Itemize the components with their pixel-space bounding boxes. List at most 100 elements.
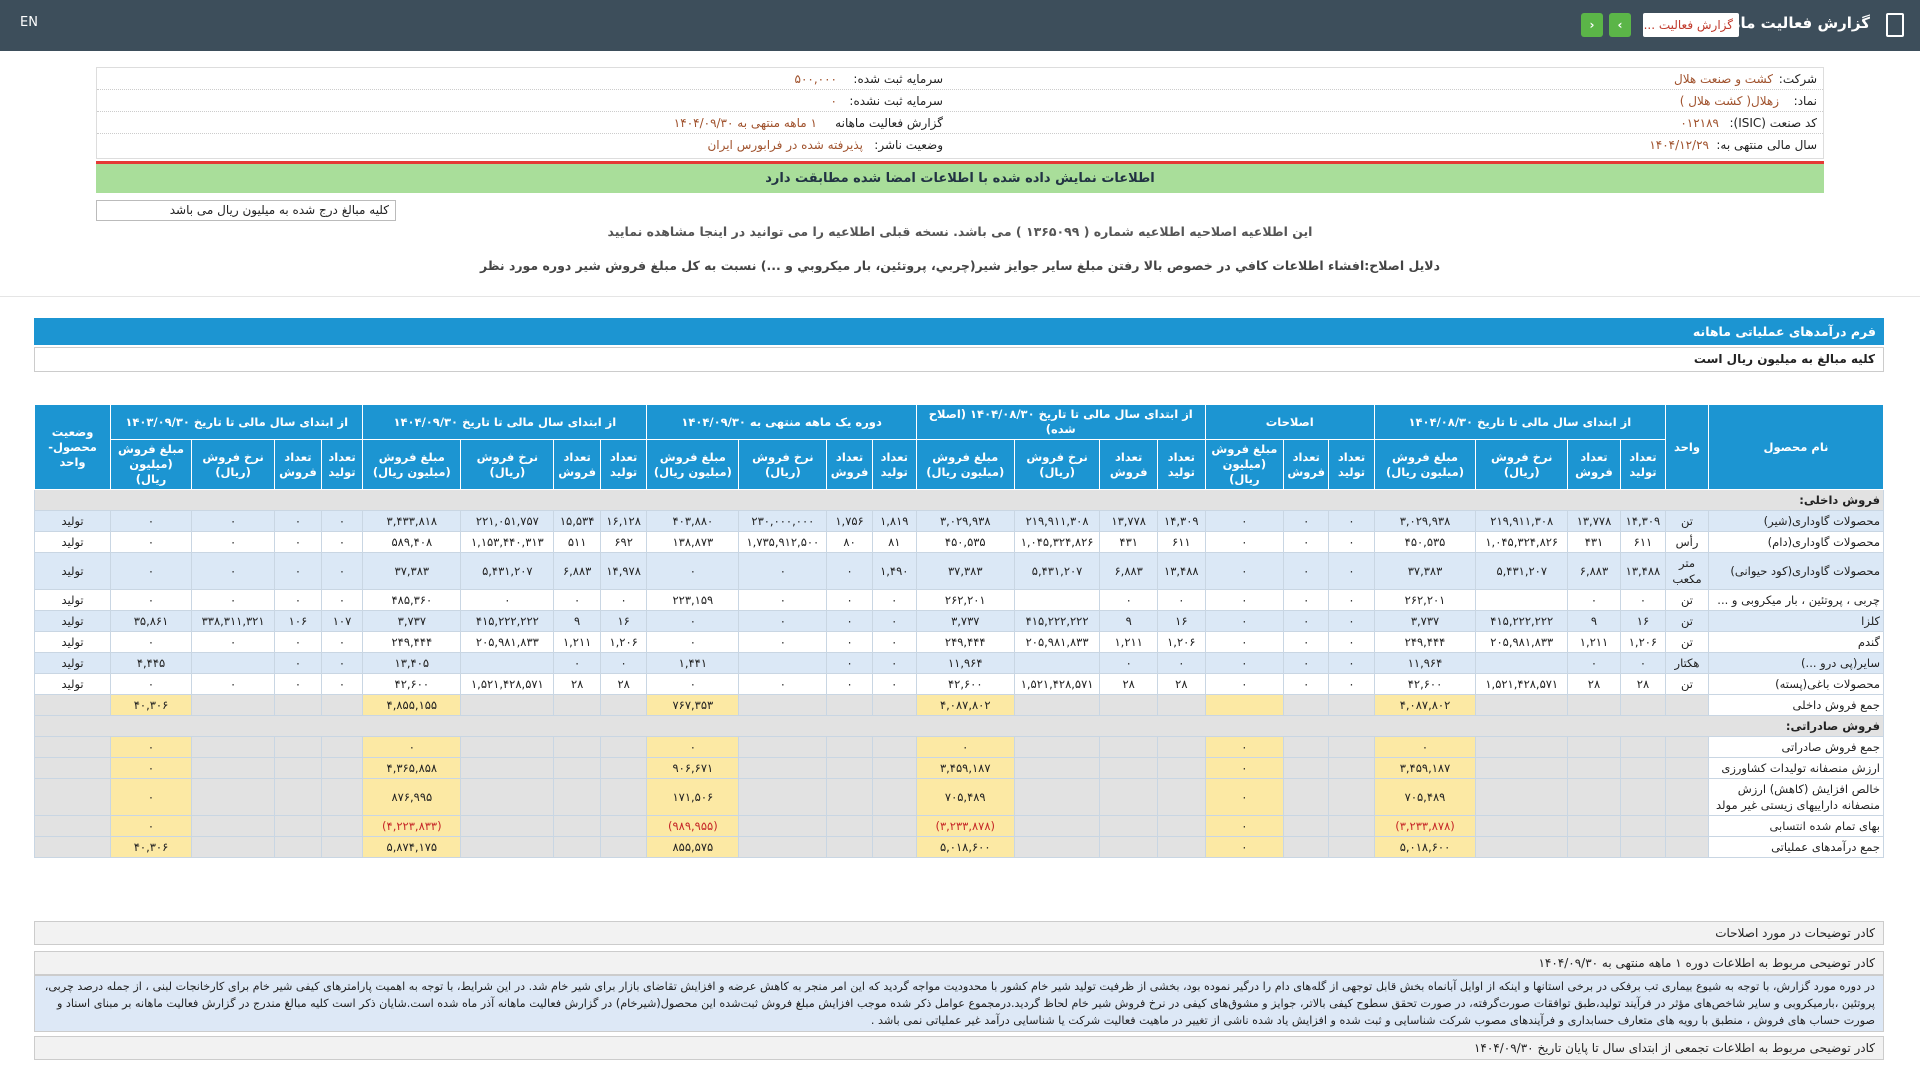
value-cell: ۰ [190,531,276,553]
status-cell: تولید [33,589,112,611]
header-row: تعداد تولید تعداد فروش نرخ فروش (ریال) مبلغ… [35,439,1884,490]
value-cell: ۵۸۹,۴۰۸ [362,531,462,553]
product-row: محصولات گاوداری(شیر) تن ۱۴,۳۰۹ ۱۳,۷۷۸ ۲۱۹,۹۱… [33,510,1885,532]
unit-cell [1665,778,1709,816]
value-cell: ۰ [826,652,873,674]
value-cell: ۱۳,۴۸۸ [1156,552,1206,590]
value-cell: ۴,۴۴۵ [110,652,192,674]
value-cell: ۳,۰۲۹,۹۳۸ [1373,510,1477,532]
value-cell: ۲۱۹,۹۱۱,۳۰۸ [1475,510,1569,532]
value-cell: ۴۱۵,۲۲۲,۲۲۲ [460,610,555,632]
value-cell: ۱,۰۴۵,۳۲۴,۸۲۶ [1475,531,1569,553]
empty-cell [599,778,648,816]
value-cell: ۰ [320,673,364,695]
empty-cell [320,778,364,816]
value-cell: ۰ [190,673,276,695]
prev-button[interactable]: ‹ [1581,13,1603,37]
value-cell: ۲۰۵,۹۸۱,۸۳۳ [1475,631,1569,653]
value-cell: ۳,۷۳۷ [362,610,462,632]
previous-version-link[interactable]: اینجا [699,224,728,239]
value-cell: ۱۳,۷۷۸ [1567,510,1621,532]
amount-cell: ۵,۰۱۸,۶۰۰ [915,836,1015,858]
report-dropdown[interactable]: گزارش فعالیت ... [1643,13,1739,37]
amount-cell: ۰ [1204,836,1285,858]
value-cell: ۰ [826,589,873,611]
value-cell: ۰ [1328,673,1375,695]
value-cell: ۲۸ [553,673,601,695]
empty-cell [1099,778,1158,816]
value-cell: ۰ [274,510,322,532]
empty-cell [460,736,555,758]
status-cell [33,836,112,858]
product-row: محصولات باغی(پسته) تن ۲۸ ۲۸ ۱,۵۲۱,۴۲۸,۵۷۱ ۴۲,… [33,673,1885,695]
column-header: مبلغ فروش (میلیون ریال) [110,439,192,490]
empty-cell [274,694,322,716]
info-row: نماد: زهلال( کشت هلال ) سرمایه ثبت نشده:… [97,90,1823,112]
value-cell: ۰ [599,589,648,611]
empty-cell [1475,836,1569,858]
value-cell: ۱۴,۳۰۹ [1619,510,1667,532]
value-cell [190,652,276,674]
empty-cell [1013,815,1101,837]
empty-cell [553,815,601,837]
value-cell: ۰ [646,610,740,632]
language-toggle[interactable]: EN [20,15,38,30]
product-name: محصولات گاوداری(شیر) [1707,510,1885,532]
product-row: سایر(پی درو ...) هکتار ۰ ۰ ۱۱,۹۶۴ ۰ ۰ ۰ ۰ ۰ ۱۱,۹۶۴… [33,652,1885,674]
empty-cell [738,836,828,858]
value-cell: ۴۵۰,۵۳۵ [1373,531,1477,553]
value-cell: ۰ [1099,589,1158,611]
status-cell [33,778,112,816]
correction-reason: دلایل اصلاح:افشاء اطلاعات کافي در خصوص ب… [479,258,1441,273]
value-cell: ۰ [1567,652,1621,674]
empty-cell [553,836,601,858]
value-cell: ۲۲۱,۰۵۱,۷۵۷ [460,510,555,532]
value-cell: ۱۰۷ [320,610,364,632]
empty-cell [274,757,322,779]
empty-cell [553,736,601,758]
value-cell: ۳,۰۲۹,۹۳۸ [915,510,1015,532]
column-header: تعداد فروش [1283,439,1330,490]
empty-cell [320,736,364,758]
section-row: فروش صادراتی: [34,715,1884,737]
info-label: سرمایه ثبت نشده: [849,94,943,108]
empty-cell [599,736,648,758]
value-cell: ۳,۷۳۷ [1373,610,1477,632]
value-cell: ۰ [320,631,364,653]
product-row: کلزا تن ۱۶ ۹ ۴۱۵,۲۲۲,۲۲۲ ۳,۷۳۷ ۰ ۰ ۰ ۱۶ ۹ ۴۱۵,۲۲۲,۲… [33,610,1885,632]
notes-monthly-text: در دوره مورد گزارش، با توجه به شیوع بیما… [34,975,1884,1032]
column-header: تعداد تولید [1156,439,1206,490]
empty-cell [871,736,917,758]
empty-cell [1619,757,1667,779]
section-heading: فروش داخلی: [34,489,1884,511]
value-cell: ۴۳۱ [1567,531,1621,553]
empty-cell [871,836,917,858]
value-cell: ۵,۴۳۱,۲۰۷ [460,552,555,590]
empty-cell [553,757,601,779]
value-cell: ۰ [1283,589,1330,611]
product-row: چربی ، پروتئین ، بار میکروبی و ... تن ۰ ۰ ۲۶… [33,589,1885,611]
status-cell [33,694,112,716]
empty-cell [738,694,828,716]
empty-cell [553,694,601,716]
unit-cell [1665,757,1709,779]
empty-cell [1619,836,1667,858]
amount-cell: ۰ [646,736,740,758]
value-cell: ۰ [1328,589,1375,611]
amount-cell: ۰ [915,736,1015,758]
value-cell: ۱,۵۲۱,۴۲۸,۵۷۱ [1475,673,1569,695]
empty-cell [1099,836,1158,858]
column-header: تعداد تولید [871,439,917,490]
group-header: اصلاحات [1204,404,1375,440]
empty-cell [460,757,555,779]
summary-label: بهای تمام شده انتسابی [1707,815,1885,837]
amount-cell: ۷۶۷,۳۵۳ [646,694,740,716]
empty-cell [190,757,276,779]
value-cell: ۰ [274,652,322,674]
next-button[interactable]: › [1609,13,1631,37]
empty-cell [1099,736,1158,758]
value-cell: ۱,۴۹۰ [871,552,917,590]
status-cell: تولید [33,552,112,590]
notes-title: کادر توضیحات در مورد اصلاحات [34,921,1884,945]
